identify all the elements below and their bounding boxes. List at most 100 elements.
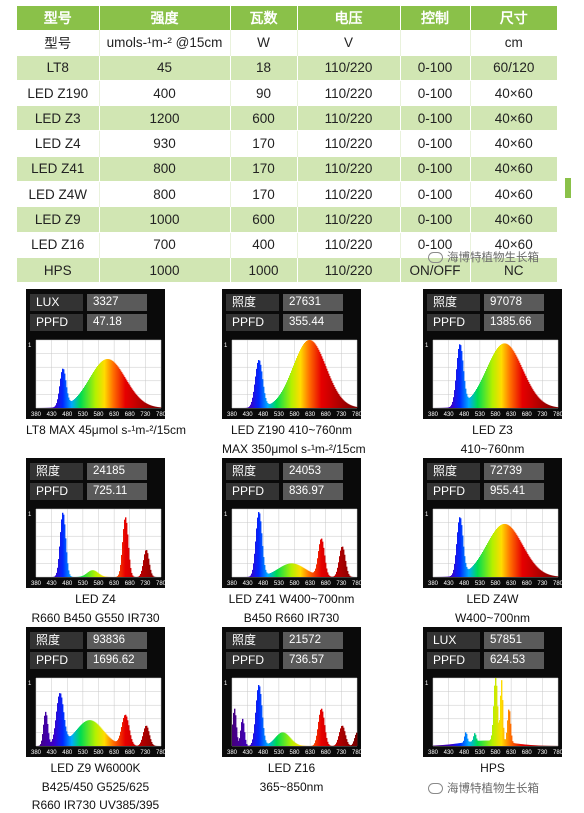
- table-cell: umols-¹m-² @15cm: [99, 30, 230, 55]
- ppfd-value: 624.53: [484, 652, 544, 669]
- x-tick-label: 580: [289, 750, 300, 756]
- y-tick-label: 1: [425, 343, 429, 349]
- ppfd-value: 355.44: [283, 314, 343, 331]
- x-tick-label: 680: [321, 581, 332, 587]
- lux-value: 72739: [484, 463, 544, 480]
- lux-label: 照度: [226, 294, 279, 311]
- watermark-top: 海博特植物生长箱: [428, 249, 539, 265]
- header-wattage: 瓦数: [230, 6, 297, 30]
- lux-label: 照度: [226, 632, 279, 649]
- lux-value: 27631: [283, 294, 343, 311]
- x-tick-label: 780: [553, 412, 562, 418]
- ppfd-label: PPFD: [427, 652, 480, 669]
- x-tick-label: 580: [490, 412, 501, 418]
- x-tick-label: 780: [352, 750, 361, 756]
- table-cell: 110/220: [297, 207, 400, 232]
- lux-label: LUX: [30, 294, 83, 311]
- x-tick-label: 780: [553, 581, 562, 587]
- table-cell: 700: [99, 232, 230, 257]
- x-tick-label: 680: [125, 412, 136, 418]
- x-tick-label: 680: [321, 750, 332, 756]
- spectrum-caption: W400~700nm: [423, 611, 562, 626]
- y-tick-label: 1: [28, 343, 32, 349]
- x-tick-label: 730: [537, 412, 548, 418]
- table-cell: 1000: [99, 207, 230, 232]
- x-tick-label: 430: [243, 750, 254, 756]
- y-tick-label: 1: [28, 512, 32, 518]
- header-control: 控制: [400, 6, 470, 30]
- x-tick-label: 530: [274, 412, 285, 418]
- x-tick-label: 380: [428, 750, 439, 756]
- spectrum-caption: MAX 350μmol s-¹m-²/15cm: [222, 442, 361, 457]
- x-tick-label: 530: [274, 581, 285, 587]
- x-tick-label: 680: [125, 750, 136, 756]
- y-tick-label: 1: [224, 512, 228, 518]
- spectrum-bar: [557, 407, 558, 408]
- wechat-icon: [428, 783, 443, 794]
- table-cell: 40×60: [470, 207, 557, 232]
- ppfd-value: 47.18: [87, 314, 147, 331]
- table-cell: LED Z3: [17, 106, 99, 131]
- y-tick-label: 1: [224, 343, 228, 349]
- table-cell: LED Z41: [17, 156, 99, 181]
- x-tick-label: 680: [125, 581, 136, 587]
- table-cell: 600: [230, 207, 297, 232]
- table-cell: 800: [99, 182, 230, 207]
- table-cell: 170: [230, 131, 297, 156]
- x-tick-label: 630: [109, 412, 120, 418]
- lux-value: 24053: [283, 463, 343, 480]
- x-tick-label: 680: [522, 581, 533, 587]
- table-cell: 110/220: [297, 156, 400, 181]
- ppfd-label: PPFD: [226, 314, 279, 331]
- lux-label: 照度: [30, 632, 83, 649]
- header-model: 型号: [17, 6, 99, 30]
- spectrum-caption: B425/450 G525/625: [26, 780, 165, 795]
- x-tick-label: 480: [62, 581, 73, 587]
- table-cell: 110/220: [297, 257, 400, 282]
- ppfd-label: PPFD: [30, 483, 83, 500]
- spectrum-bar: [356, 733, 357, 746]
- table-cell: 0-100: [400, 106, 470, 131]
- x-tick-label: 430: [47, 581, 58, 587]
- table-cell: 型号: [17, 30, 99, 55]
- x-tick-label: 730: [140, 750, 151, 756]
- x-tick-label: 730: [336, 581, 347, 587]
- table-cell: 90: [230, 80, 297, 105]
- table-cell: 1000: [99, 257, 230, 282]
- x-tick-label: 680: [321, 412, 332, 418]
- ppfd-label: PPFD: [30, 314, 83, 331]
- x-tick-label: 430: [444, 581, 455, 587]
- x-tick-label: 380: [428, 581, 439, 587]
- x-tick-label: 430: [47, 412, 58, 418]
- x-tick-label: 780: [156, 412, 165, 418]
- ppfd-label: PPFD: [226, 652, 279, 669]
- x-tick-label: 380: [31, 750, 42, 756]
- x-tick-label: 480: [62, 750, 73, 756]
- x-tick-label: 680: [522, 412, 533, 418]
- lux-label: LUX: [427, 632, 480, 649]
- lux-value: 93836: [87, 632, 147, 649]
- table-cell: LT8: [17, 55, 99, 80]
- x-tick-label: 780: [352, 412, 361, 418]
- x-tick-label: 530: [78, 412, 89, 418]
